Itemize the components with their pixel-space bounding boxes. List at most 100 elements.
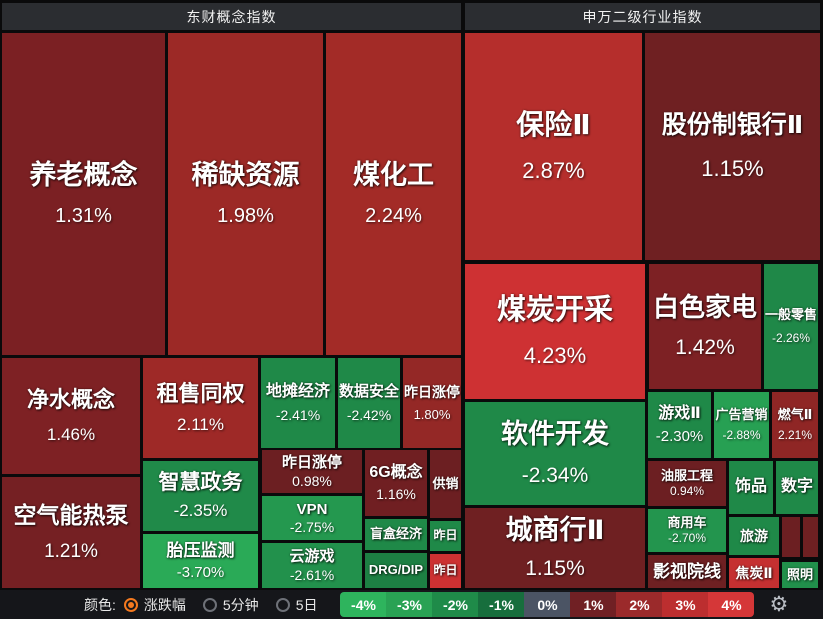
tile-label: 地摊经济	[265, 382, 330, 400]
tile-label: 煤炭开采	[496, 293, 613, 326]
bottom-control-bar: 颜色: 涨跌幅 5分钟 5日 -4% -3% -2% -1% 0% 1% 2% …	[0, 590, 823, 619]
tile-value: 1.80%	[413, 406, 451, 422]
treemap-tile[interactable]: 饰品	[729, 461, 773, 514]
treemap-tile[interactable]	[803, 517, 818, 557]
radio-option-5day[interactable]: 5日	[275, 595, 318, 615]
treemap-tile[interactable]: 净水概念 1.46%	[2, 358, 140, 474]
tile-value: 1.21%	[44, 540, 98, 562]
right-section-header: 申万二级行业指数	[465, 3, 820, 30]
tile-value: 2.11%	[177, 414, 224, 434]
tile-label: 油服工程	[660, 467, 713, 483]
treemap-tile[interactable]: 供销	[430, 450, 461, 518]
tile-value: 1.15%	[701, 155, 764, 181]
legend-segment: 4%	[708, 592, 755, 617]
radio-option-5min[interactable]: 5分钟	[202, 595, 259, 615]
treemap-tile[interactable]: 游戏Ⅱ -2.30%	[648, 392, 711, 458]
tile-label: 稀缺资源	[191, 159, 300, 190]
tile-value: 1.98%	[217, 205, 274, 228]
treemap-tile[interactable]: 6G概念 1.16%	[365, 450, 427, 516]
tile-value: -2.35%	[173, 501, 228, 521]
treemap-tile[interactable]: 软件开发 -2.34%	[465, 402, 645, 505]
tile-value: 2.21%	[777, 427, 813, 442]
treemap-tile[interactable]: 智慧政务 -2.35%	[143, 461, 258, 531]
treemap-tile[interactable]: 照明	[782, 562, 818, 588]
treemap-tile[interactable]: 煤炭开采 4.23%	[465, 264, 645, 399]
treemap-tile[interactable]: 旅游	[729, 517, 779, 555]
tile-label: 广告营销	[715, 407, 768, 423]
radio-unselected-icon[interactable]	[275, 597, 290, 612]
legend-segment: 0%	[524, 592, 571, 617]
tile-label: 云游戏	[289, 548, 335, 566]
radio-option-label[interactable]: 5日	[295, 596, 318, 613]
radio-unselected-icon[interactable]	[202, 597, 217, 612]
treemap-tile[interactable]: 煤化工 2.24%	[326, 33, 461, 355]
tile-value: 1.16%	[376, 486, 416, 503]
treemap-tile[interactable]: 昨日涨停 1.80%	[403, 358, 461, 448]
radio-option-label[interactable]: 涨跌幅	[143, 596, 186, 613]
treemap-tile[interactable]: 租售同权 2.11%	[143, 358, 258, 458]
treemap-tile[interactable]: 一般零售 -2.26%	[764, 264, 818, 389]
treemap-tile[interactable]: 白色家电 1.42%	[649, 264, 761, 389]
legend-segment: 1%	[570, 592, 617, 617]
tile-label: 智慧政务	[158, 470, 243, 494]
treemap-tile[interactable]: 昨日	[430, 554, 461, 588]
tile-label: 数据安全	[338, 383, 399, 401]
tile-value: 0.94%	[669, 484, 705, 499]
treemap-tile[interactable]: 胎压监测 -3.70%	[143, 534, 258, 588]
tile-value: -2.61%	[289, 566, 335, 583]
tile-label: 燃气Ⅱ	[777, 407, 813, 423]
treemap-tile[interactable]: 数字	[776, 461, 818, 514]
tile-label: 一般零售	[764, 307, 817, 323]
treemap-tile[interactable]: 数据安全 -2.42%	[338, 358, 400, 448]
treemap-tile[interactable]	[782, 517, 800, 557]
treemap-tile[interactable]: 广告营销 -2.88%	[714, 392, 769, 458]
radio-selected-icon[interactable]	[123, 597, 138, 612]
tile-label: 胎压监测	[166, 540, 235, 560]
tile-value: -2.34%	[521, 464, 589, 488]
tile-label: 租售同权	[156, 381, 245, 407]
treemap-tile[interactable]: 股份制银行Ⅱ 1.15%	[645, 33, 820, 260]
treemap-tile[interactable]: 养老概念 1.31%	[2, 33, 165, 355]
treemap-tile[interactable]: 保险Ⅱ 2.87%	[465, 33, 642, 260]
tile-value: -2.70%	[667, 531, 707, 546]
legend-segment: -3%	[386, 592, 433, 617]
treemap-tile[interactable]: 昨日	[430, 521, 461, 551]
tile-label: 空气能热泵	[13, 502, 129, 529]
treemap-tile[interactable]: DRG/DIP	[365, 553, 427, 588]
treemap-tile[interactable]: 地摊经济 -2.41%	[261, 358, 335, 448]
tile-value: 2.87%	[522, 157, 585, 183]
treemap-tile[interactable]: 城商行Ⅱ 1.15%	[465, 508, 645, 588]
radio-option-label[interactable]: 5分钟	[222, 596, 259, 613]
tile-value: -3.70%	[176, 564, 225, 582]
tile-label: 昨日	[433, 528, 458, 543]
treemap-tile[interactable]: 焦炭Ⅱ	[729, 558, 779, 588]
tile-label: 养老概念	[29, 159, 138, 190]
treemap-tile[interactable]: 燃气Ⅱ 2.21%	[772, 392, 818, 458]
treemap-tile[interactable]: 盲盒经济	[365, 519, 427, 550]
settings-gear-icon[interactable]: ⚙	[769, 593, 789, 616]
treemap-tile[interactable]: 空气能热泵 1.21%	[2, 477, 140, 588]
radio-option-change-pct[interactable]: 涨跌幅	[123, 595, 186, 615]
tile-value: 2.24%	[365, 205, 422, 228]
tile-label: 净水概念	[26, 387, 115, 413]
treemap-tile[interactable]: 云游戏 -2.61%	[262, 543, 362, 588]
treemap-tile[interactable]: 油服工程 0.94%	[648, 461, 726, 506]
tile-value: 4.23%	[523, 343, 587, 369]
legend-segment: -1%	[478, 592, 525, 617]
tile-value: -2.88%	[722, 427, 761, 442]
legend-segment: -4%	[340, 592, 387, 617]
treemap-tile[interactable]: 商用车 -2.70%	[648, 509, 726, 552]
treemap-tile[interactable]: 昨日涨停 0.98%	[262, 450, 362, 493]
legend-segment: 2%	[616, 592, 663, 617]
tile-value: -2.41%	[275, 407, 321, 424]
tile-value: -2.75%	[289, 519, 335, 536]
tile-label: 商用车	[667, 514, 707, 530]
color-scale-legend: -4% -3% -2% -1% 0% 1% 2% 3% 4%	[340, 592, 755, 617]
color-mode-label: 颜色:	[84, 596, 116, 613]
treemap-tile[interactable]: 影视院线	[648, 555, 726, 588]
tile-value: 1.15%	[525, 556, 585, 580]
treemap-tile[interactable]: VPN -2.75%	[262, 496, 362, 540]
treemap-tile[interactable]: 稀缺资源 1.98%	[168, 33, 323, 355]
tile-label: 旅游	[740, 527, 768, 544]
